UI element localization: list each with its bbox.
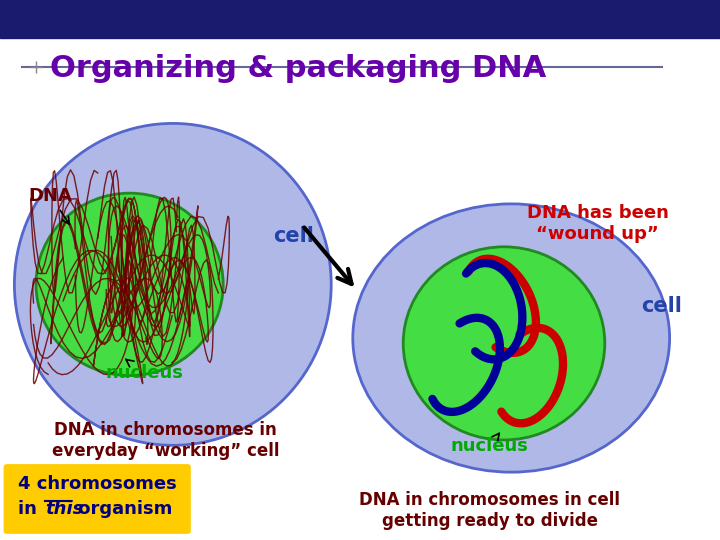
Text: nucleus: nucleus bbox=[451, 433, 528, 455]
Text: in: in bbox=[18, 500, 43, 518]
Text: DNA: DNA bbox=[29, 187, 73, 224]
FancyBboxPatch shape bbox=[4, 464, 191, 534]
Text: cell: cell bbox=[274, 226, 315, 246]
Text: DNA in chromosomes in
everyday “working” cell: DNA in chromosomes in everyday “working”… bbox=[52, 421, 279, 460]
Text: DNA in chromosomes in cell
getting ready to divide: DNA in chromosomes in cell getting ready… bbox=[359, 491, 620, 530]
Text: Organizing & packaging DNA: Organizing & packaging DNA bbox=[50, 53, 546, 83]
Text: cell: cell bbox=[641, 296, 682, 316]
Text: this: this bbox=[45, 500, 84, 518]
Ellipse shape bbox=[14, 124, 331, 446]
Ellipse shape bbox=[353, 204, 670, 472]
Text: nucleus: nucleus bbox=[105, 360, 183, 382]
Ellipse shape bbox=[36, 193, 223, 376]
Text: DNA has been
“wound up”: DNA has been “wound up” bbox=[526, 204, 669, 242]
Bar bbox=[0, 0, 720, 38]
Text: organism: organism bbox=[72, 500, 172, 518]
Ellipse shape bbox=[403, 247, 605, 440]
Text: 4 chromosomes: 4 chromosomes bbox=[18, 475, 176, 493]
